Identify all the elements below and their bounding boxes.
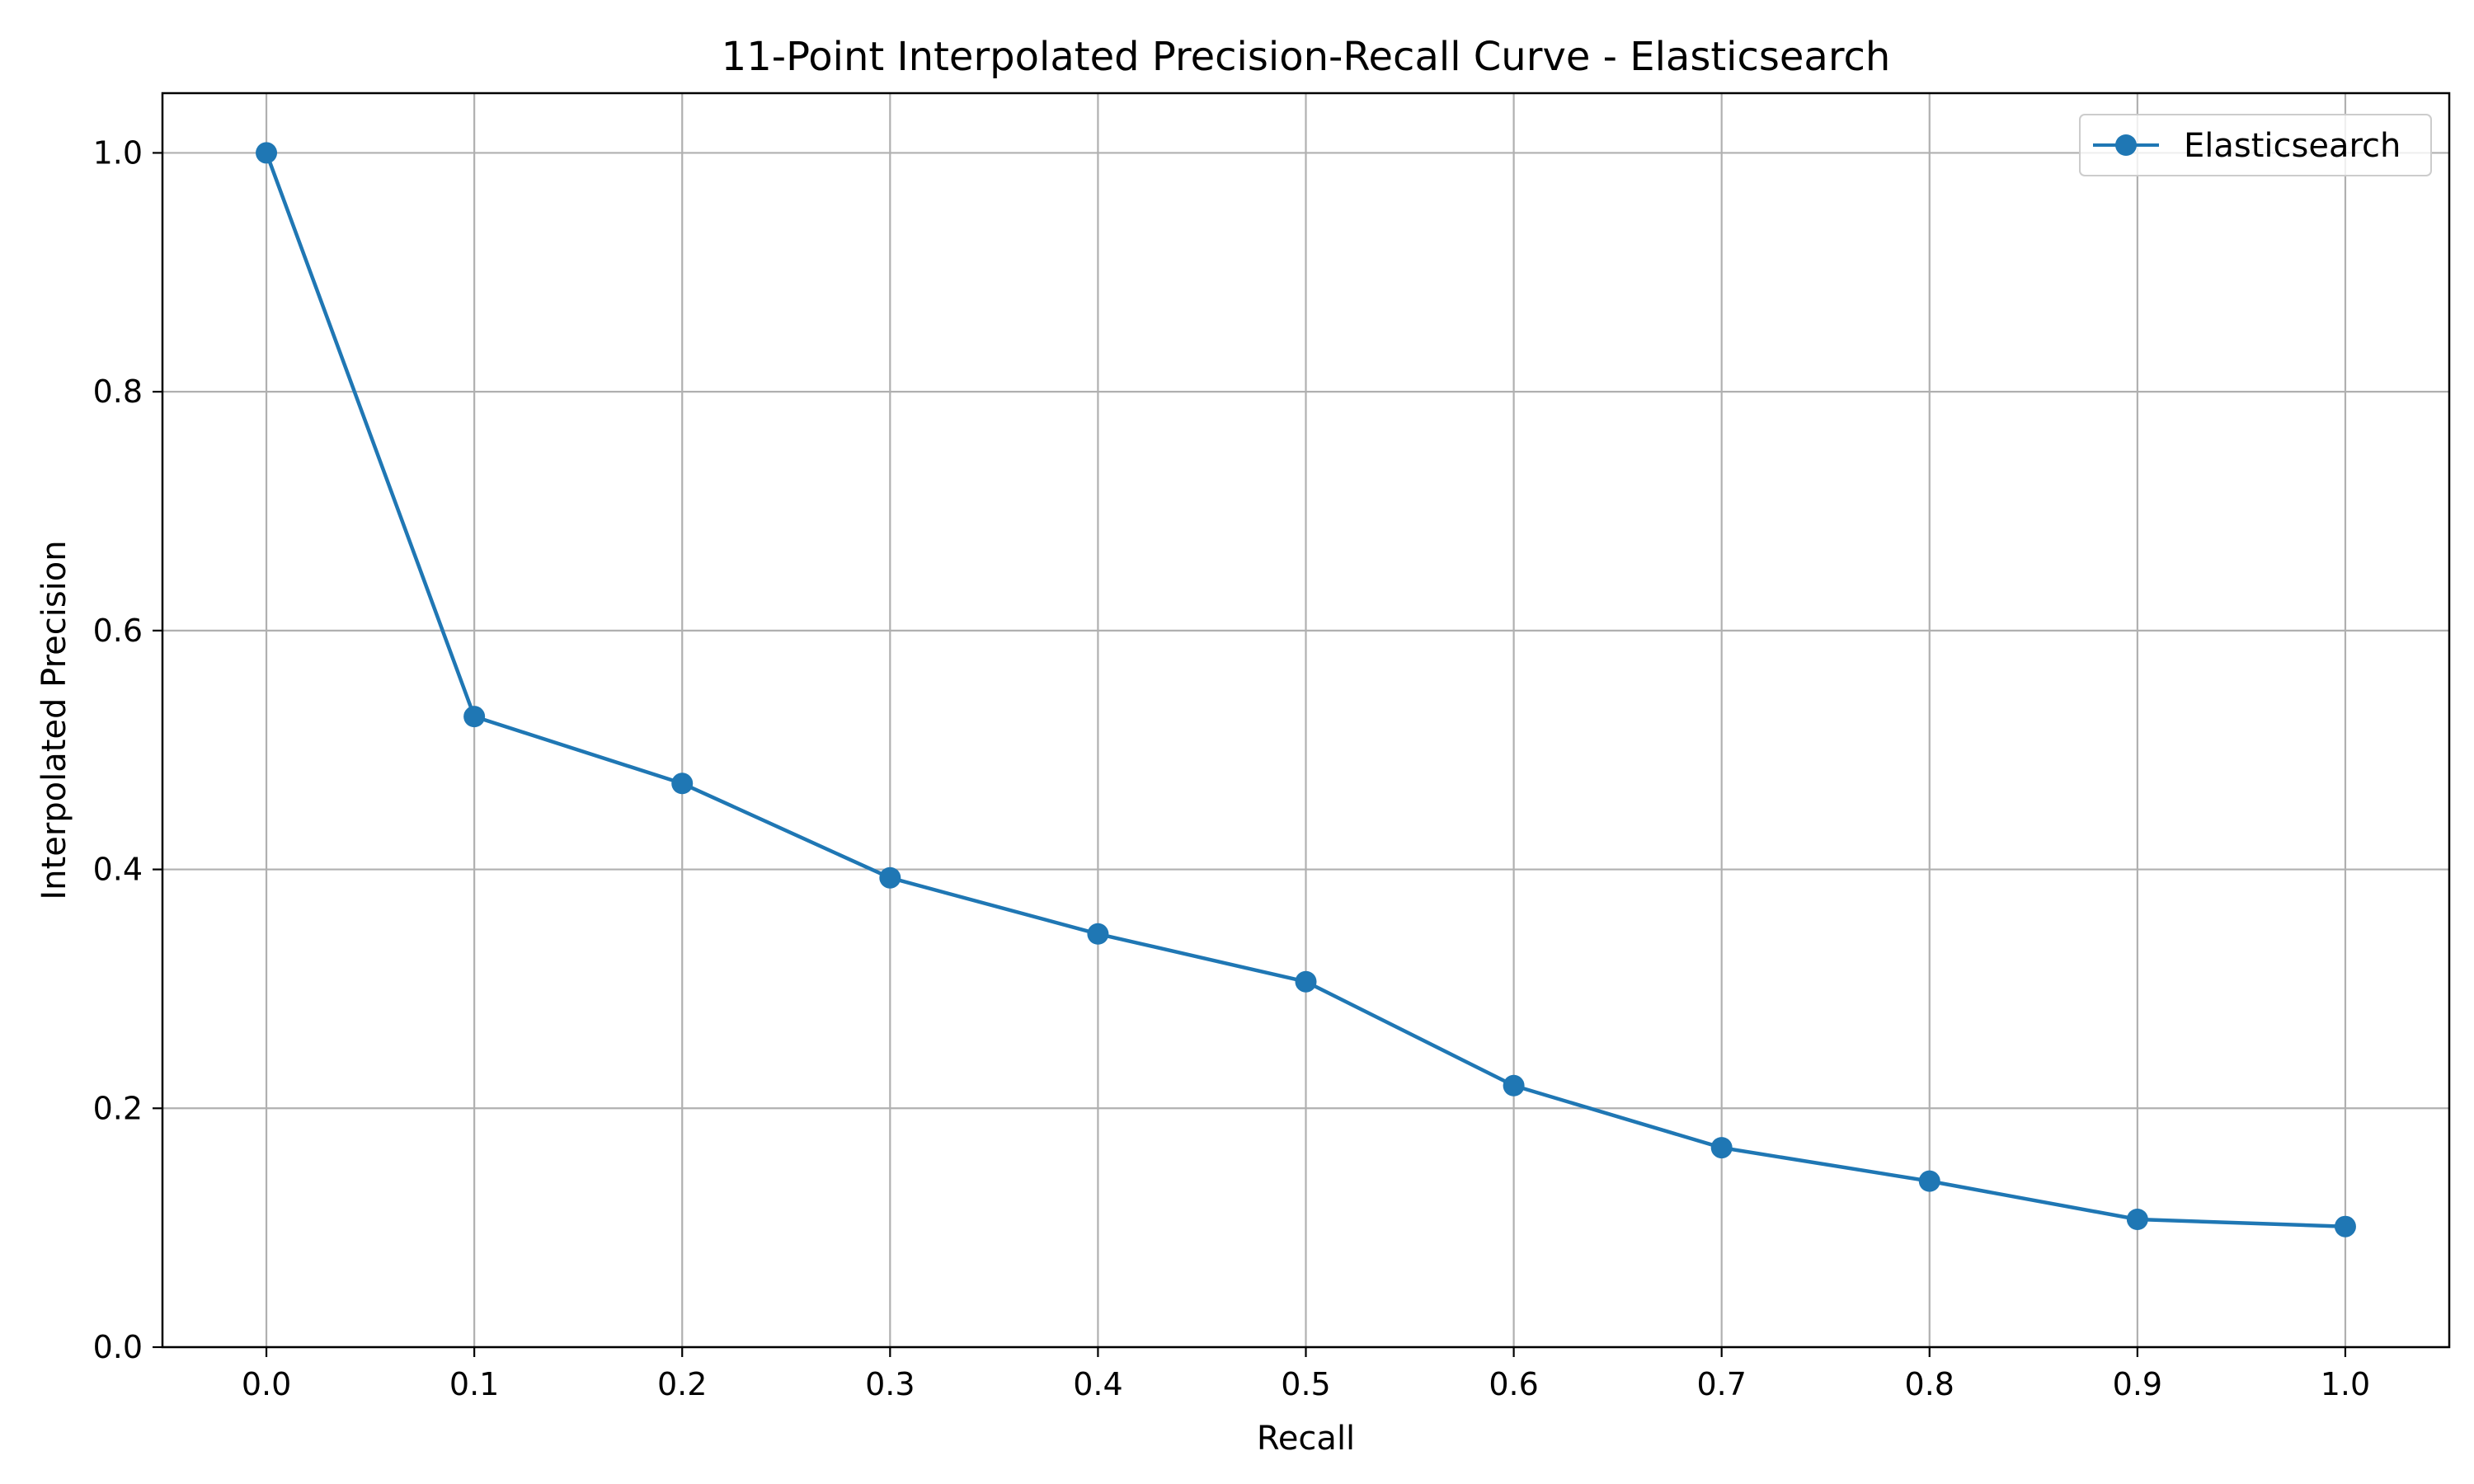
series-layer <box>256 142 2356 1237</box>
legend-box <box>2079 114 2432 176</box>
x-tick-label: 0.0 <box>242 1366 291 1402</box>
y-tick-label: 0.4 <box>93 852 143 888</box>
x-axis-title: Recall <box>1257 1420 1355 1458</box>
x-axis: 0.0 0.1 0.2 0.3 0.4 0.5 0.6 0.7 0.8 0.9 1.0 <box>242 1347 2370 1402</box>
data-point <box>2126 1209 2148 1231</box>
x-tick-label: 0.6 <box>1489 1366 1538 1402</box>
chart-title: 11-Point Interpolated Precision-Recall C… <box>722 34 1891 80</box>
y-tick-label: 1.0 <box>93 134 143 171</box>
y-axis-title: Interpolated Precision <box>35 540 73 899</box>
legend-label: Elasticsearch <box>2184 127 2401 165</box>
x-tick-label: 0.2 <box>657 1366 707 1402</box>
data-point <box>1503 1074 1525 1097</box>
data-point <box>879 866 901 889</box>
x-tick-label: 0.5 <box>1281 1366 1330 1402</box>
y-tick-label: 0.6 <box>93 613 143 649</box>
x-tick-label: 0.9 <box>2113 1366 2162 1402</box>
data-point <box>2334 1215 2356 1237</box>
x-tick-label: 0.1 <box>449 1366 499 1402</box>
data-point <box>1087 923 1109 945</box>
data-point <box>256 142 278 164</box>
x-tick-label: 0.3 <box>865 1366 915 1402</box>
data-point <box>1918 1170 1940 1192</box>
legend: Elasticsearch <box>2079 114 2432 176</box>
data-point <box>1295 970 1317 993</box>
data-point <box>671 773 694 795</box>
y-tick-label: 0.0 <box>93 1329 143 1365</box>
x-tick-label: 0.7 <box>1696 1366 1746 1402</box>
y-axis: 0.0 0.2 0.4 0.6 0.8 1.0 <box>93 134 162 1365</box>
x-tick-label: 0.8 <box>1905 1366 1954 1402</box>
x-tick-label: 0.4 <box>1073 1366 1122 1402</box>
y-tick-label: 0.8 <box>93 373 143 410</box>
y-tick-label: 0.2 <box>93 1090 143 1126</box>
data-point <box>1710 1137 1733 1159</box>
legend-marker <box>2115 134 2137 156</box>
data-point <box>463 706 486 728</box>
x-tick-label: 1.0 <box>2321 1366 2370 1402</box>
